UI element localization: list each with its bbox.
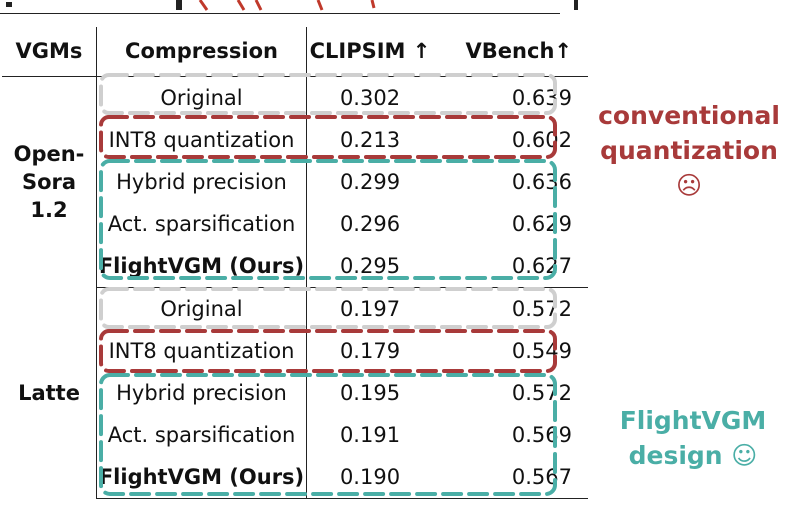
compression-cell: INT8 quantization [96, 330, 307, 372]
annotation-line: conventional [598, 101, 780, 130]
clipsim-cell: 0.195 [339, 381, 401, 405]
vbench-cell: 0.639 [511, 86, 572, 110]
vbench-cell: 0.572 [511, 381, 572, 405]
compression-cell-ours: FlightVGM (Ours) [96, 456, 307, 499]
clipsim-cell: 0.191 [339, 423, 401, 447]
clipsim-cell: 0.190 [306, 456, 433, 499]
annotation-line: quantization ☹ [600, 136, 778, 200]
model-name-line: Open- [13, 141, 85, 166]
vbench-cell: 0.627 [433, 245, 588, 288]
clipsim-cell: 0.299 [339, 170, 401, 194]
clipsim-cell: 0.302 [339, 86, 401, 110]
vbench-cell: 0.629 [511, 212, 572, 236]
vbench-cell: 0.602 [511, 128, 572, 152]
cropped-caption-fragment [0, 0, 578, 14]
conventional-quantization-label: conventional quantization ☹ [584, 98, 794, 203]
annotation-line: FlightVGM [619, 406, 767, 435]
compression-cell: Original [96, 76, 307, 119]
compression-cell: Hybrid precision [96, 161, 307, 203]
table-row: Latte Original 0.197 0.572 [2, 287, 588, 499]
model-name-line: Latte [18, 380, 80, 405]
clipsim-cell: 0.179 [339, 339, 401, 363]
compression-cell: Act. sparsification [96, 203, 307, 245]
vbench-cell: 0.569 [511, 423, 572, 447]
header-vgms: VGMs [2, 27, 97, 77]
table-header-row: VGMs Compression CLIPSIM ↑ VBench↑ [2, 27, 588, 77]
clipsim-cell: 0.213 [339, 128, 401, 152]
annotation-line: design ☺ [628, 441, 758, 470]
clipsim-cell: 0.197 [339, 297, 401, 321]
header-clipsim: CLIPSIM ↑ [306, 27, 433, 77]
model-name-open-sora: Open- Sora 1.2 [2, 76, 97, 288]
table-row: Open- Sora 1.2 Original 0.302 0.639 [2, 76, 588, 288]
vbench-cell: 0.636 [511, 170, 572, 194]
compression-cell: Act. sparsification [96, 414, 307, 456]
header-vbench: VBench↑ [433, 27, 588, 77]
model-name-line: 1.2 [30, 198, 68, 223]
clipsim-cell: 0.295 [306, 245, 433, 288]
clipsim-cell: 0.296 [339, 212, 401, 236]
compression-cell: INT8 quantization [96, 119, 307, 161]
vbench-cell: 0.572 [511, 297, 572, 321]
model-name-latte: Latte [2, 287, 97, 499]
vbench-cell: 0.549 [511, 339, 572, 363]
header-compression: Compression [96, 27, 307, 77]
vbench-cell: 0.567 [433, 456, 588, 499]
compression-cell: Hybrid precision [96, 372, 307, 414]
compression-cell-ours: FlightVGM (Ours) [96, 245, 307, 288]
model-name-line: Sora [21, 170, 77, 195]
results-table: VGMs Compression CLIPSIM ↑ VBench↑ Open-… [2, 27, 588, 499]
flightvgm-design-label: FlightVGM design ☺ [604, 403, 782, 473]
compression-cell: Original [96, 287, 307, 330]
